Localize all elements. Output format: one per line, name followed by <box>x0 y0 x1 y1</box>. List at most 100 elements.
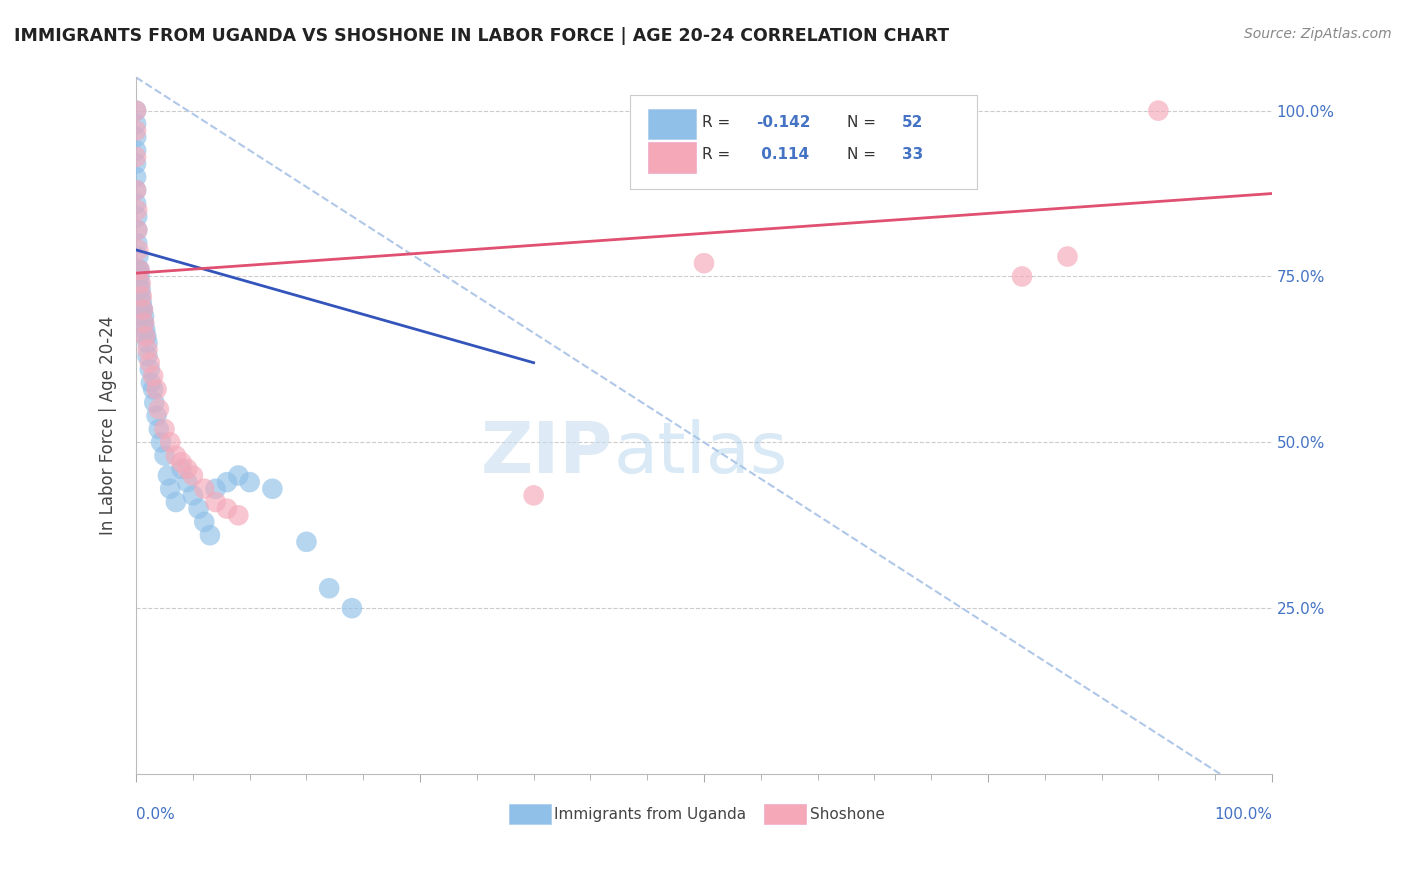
Point <box>125 123 148 137</box>
Point <box>153 449 176 463</box>
Point <box>132 316 155 330</box>
Point <box>128 269 150 284</box>
Point <box>143 395 166 409</box>
Point <box>181 488 204 502</box>
Text: ZIP: ZIP <box>481 419 613 488</box>
Text: 33: 33 <box>901 147 922 162</box>
Point <box>193 515 215 529</box>
Text: IMMIGRANTS FROM UGANDA VS SHOSHONE IN LABOR FORCE | AGE 20-24 CORRELATION CHART: IMMIGRANTS FROM UGANDA VS SHOSHONE IN LA… <box>14 27 949 45</box>
Point <box>145 409 167 423</box>
Point <box>136 335 159 350</box>
Point <box>129 276 152 290</box>
Point <box>139 356 162 370</box>
Point <box>295 534 318 549</box>
Point <box>262 482 284 496</box>
Point <box>148 402 170 417</box>
Point <box>170 455 193 469</box>
Point <box>127 263 149 277</box>
FancyBboxPatch shape <box>509 804 551 824</box>
Text: 100.0%: 100.0% <box>1213 807 1272 822</box>
Point <box>193 482 215 496</box>
Point <box>125 169 148 184</box>
Point <box>340 601 363 615</box>
Point <box>127 203 149 218</box>
Point <box>134 329 156 343</box>
Point <box>153 422 176 436</box>
Point <box>156 468 179 483</box>
Text: atlas: atlas <box>613 419 787 488</box>
Point <box>181 468 204 483</box>
Text: N =: N = <box>846 115 882 130</box>
Point <box>523 488 546 502</box>
Point <box>136 343 159 357</box>
FancyBboxPatch shape <box>648 109 696 139</box>
Point <box>127 236 149 251</box>
Text: 0.114: 0.114 <box>756 147 810 162</box>
Point <box>125 183 148 197</box>
Point <box>142 368 165 383</box>
FancyBboxPatch shape <box>765 804 806 824</box>
Point <box>228 508 250 523</box>
Point <box>165 449 187 463</box>
Point <box>215 501 238 516</box>
Point <box>1056 250 1078 264</box>
Point <box>132 316 155 330</box>
FancyBboxPatch shape <box>648 142 696 173</box>
Point <box>128 263 150 277</box>
Point <box>215 475 238 489</box>
Point <box>693 256 716 270</box>
Point <box>127 250 149 264</box>
Point <box>128 276 150 290</box>
Point <box>187 501 209 516</box>
Point <box>170 462 193 476</box>
Point <box>131 296 153 310</box>
Text: 52: 52 <box>901 115 922 130</box>
Point <box>129 289 152 303</box>
Point <box>131 302 153 317</box>
Point <box>125 130 148 145</box>
Point <box>125 103 148 118</box>
Point <box>125 183 148 197</box>
Point <box>318 581 340 595</box>
Point <box>127 223 149 237</box>
Point <box>127 210 149 224</box>
Point <box>198 528 221 542</box>
Point <box>150 435 173 450</box>
Point <box>125 150 148 164</box>
Point <box>159 435 181 450</box>
Point <box>176 462 198 476</box>
Point <box>142 382 165 396</box>
Point <box>132 302 155 317</box>
Point <box>204 482 226 496</box>
Text: -0.142: -0.142 <box>756 115 811 130</box>
Text: R =: R = <box>702 147 735 162</box>
Point <box>132 310 155 324</box>
Point <box>1147 103 1170 118</box>
Point <box>125 103 148 118</box>
Point <box>136 349 159 363</box>
Text: N =: N = <box>846 147 882 162</box>
Point <box>145 382 167 396</box>
Text: Immigrants from Uganda: Immigrants from Uganda <box>554 807 747 822</box>
Point <box>204 495 226 509</box>
Point <box>128 263 150 277</box>
Point <box>125 144 148 158</box>
Point <box>129 283 152 297</box>
Point <box>125 196 148 211</box>
Point <box>148 422 170 436</box>
Point <box>228 468 250 483</box>
Point <box>139 376 162 390</box>
Point <box>134 322 156 336</box>
Point <box>159 482 181 496</box>
Point <box>165 495 187 509</box>
Point <box>127 243 149 257</box>
Y-axis label: In Labor Force | Age 20-24: In Labor Force | Age 20-24 <box>100 316 117 535</box>
Point <box>125 157 148 171</box>
Text: Shoshone: Shoshone <box>810 807 884 822</box>
Point <box>127 223 149 237</box>
Text: 0.0%: 0.0% <box>136 807 174 822</box>
FancyBboxPatch shape <box>630 95 977 189</box>
Point <box>135 329 157 343</box>
Point <box>239 475 262 489</box>
Text: Source: ZipAtlas.com: Source: ZipAtlas.com <box>1244 27 1392 41</box>
